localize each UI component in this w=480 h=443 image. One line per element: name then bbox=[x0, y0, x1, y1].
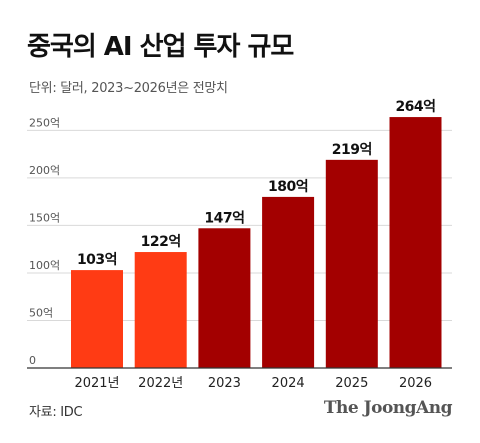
chart-subtitle: 단위: 달러, 2023~2026년은 전망치 bbox=[29, 81, 228, 96]
bar-value-label: 219억 bbox=[332, 142, 372, 158]
y-tick-label: 200억 bbox=[29, 164, 60, 177]
bar bbox=[134, 252, 187, 368]
bar-value-label: 264억 bbox=[395, 99, 435, 115]
x-tick-label: 2023 bbox=[208, 376, 241, 391]
bar bbox=[262, 196, 315, 368]
bar-value-label: 103억 bbox=[77, 252, 117, 268]
y-tick-label: 0 bbox=[29, 354, 36, 367]
y-tick-label: 150억 bbox=[29, 211, 60, 224]
x-tick-label: 2026 bbox=[399, 376, 432, 391]
bar bbox=[71, 270, 123, 368]
y-tick-label: 250억 bbox=[29, 116, 60, 129]
y-tick-label: 50억 bbox=[29, 306, 53, 319]
bar bbox=[325, 159, 378, 368]
bar bbox=[389, 117, 442, 369]
y-tick-label: 100억 bbox=[29, 259, 60, 272]
source-note: 자료: IDC bbox=[29, 405, 83, 420]
x-tick-label: 2021년 bbox=[74, 376, 119, 391]
x-tick-label: 2025 bbox=[335, 376, 368, 391]
bar-value-label: 122억 bbox=[141, 234, 181, 250]
chart-title: 중국의 AI 산업 투자 규모 bbox=[27, 32, 294, 62]
brand-logo: The JoongAng bbox=[323, 398, 453, 418]
x-tick-label: 2024 bbox=[272, 376, 305, 391]
bar-value-label: 147억 bbox=[204, 210, 244, 226]
bar-value-label: 180억 bbox=[268, 179, 308, 195]
bar bbox=[198, 228, 251, 368]
x-tick-label: 2022년 bbox=[138, 376, 183, 391]
